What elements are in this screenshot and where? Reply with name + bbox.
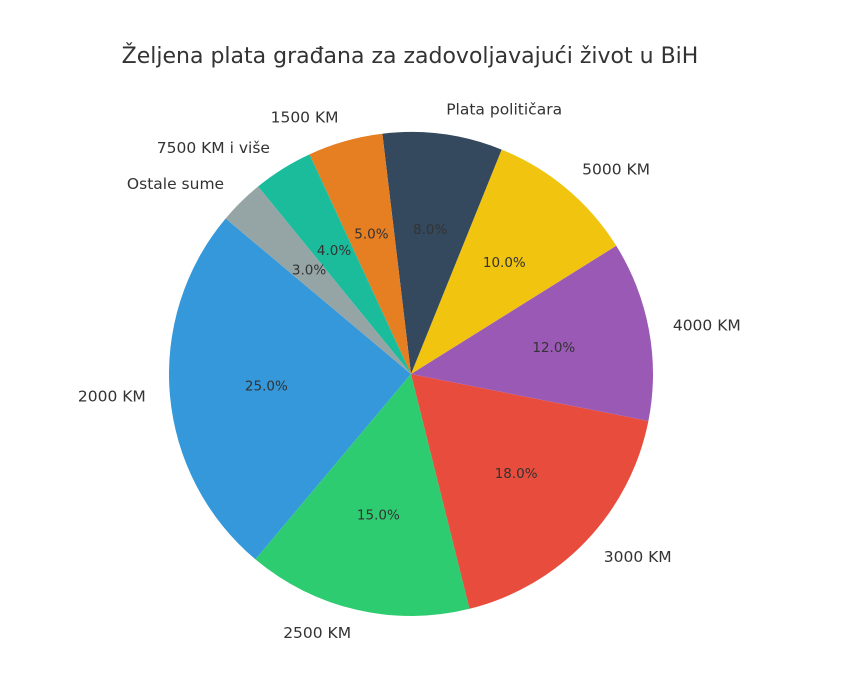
pie-slice-5000-km xyxy=(411,149,617,374)
pie-slice-plata-politicara xyxy=(382,131,502,374)
pie-slice-2500-km xyxy=(255,374,470,616)
chart-title: Željena plata građana za zadovoljavajući… xyxy=(122,43,699,69)
slice-label-1500-km: 1500 KM xyxy=(271,108,339,126)
pie-percent-labels: 25.0% 15.0% 18.0% 12.0% 10.0% 8.0% 5.0%4.0% 3.0… xyxy=(245,222,576,523)
slice-percent-7500-km-i-vise: 4.0% xyxy=(317,243,351,259)
slice-percent-ostale-sume: 3.0% xyxy=(292,263,326,279)
slice-label-ostale-sume: Ostale sume xyxy=(127,175,224,193)
slice-label-5000-km: 5000 KM xyxy=(582,161,650,179)
pie-slice-3000-km xyxy=(411,374,649,609)
slice-percent-plata-politicara: 8.0% xyxy=(413,222,447,238)
pie-slice-ostale-sume xyxy=(225,186,411,374)
slice-percent-2500-km: 15.0% xyxy=(357,507,400,523)
pie-slice-4000-km xyxy=(411,245,653,421)
slice-percent-1500-km: 5.0% xyxy=(354,226,388,242)
slice-label-7500-km-i-vise: 7500 KM i više xyxy=(157,139,270,157)
pie-slice-1500-km xyxy=(309,133,411,374)
slice-label-3000-km: 3000 KM xyxy=(604,548,672,566)
pie-labels: 2000 KM 2500 KM 3000 KM 4000 KM 5000 KM Plata… xyxy=(78,101,741,642)
pie-slices xyxy=(169,131,653,616)
pie-slice-7500-km-i-vise xyxy=(258,154,411,374)
pie-slice-2000-km xyxy=(169,218,411,560)
slice-percent-4000-km: 12.0% xyxy=(532,340,575,356)
slice-percent-3000-km: 18.0% xyxy=(495,466,538,482)
slice-label-4000-km: 4000 KM xyxy=(673,316,741,334)
slice-label-2500-km: 2500 KM xyxy=(283,624,351,642)
slice-percent-2000-km: 25.0% xyxy=(245,379,288,395)
slice-label-plata-politicara: Plata političara xyxy=(446,101,562,119)
slice-percent-5000-km: 10.0% xyxy=(483,255,526,271)
slice-label-2000-km: 2000 KM xyxy=(78,388,146,406)
